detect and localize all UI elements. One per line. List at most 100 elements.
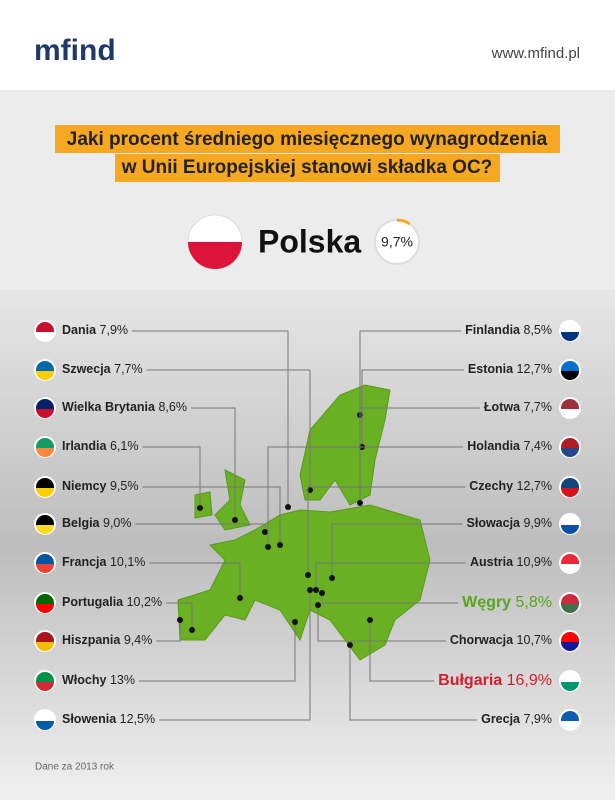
- country-label: Grecja 7,9%: [481, 712, 552, 726]
- title: w Unii Europejskiej stanowi składka OC?: [121, 157, 493, 178]
- leader-line: [267, 446, 464, 547]
- flag: [36, 564, 54, 573]
- country-name: Słowacja: [467, 516, 522, 530]
- country-label: Dania 7,9%: [62, 323, 128, 337]
- country-dot: [232, 517, 238, 523]
- country-label: Irlandia 6,1%: [62, 439, 138, 453]
- country-name: Hiszpania: [62, 633, 121, 647]
- country-name: Włochy: [62, 673, 106, 687]
- country-value: 12,5%: [120, 712, 155, 726]
- country-label: Estonia 12,7%: [468, 362, 552, 376]
- country-label: Portugalia 10,2%: [62, 595, 162, 609]
- leader-line: [321, 593, 459, 604]
- country-value: 9,5%: [110, 479, 139, 493]
- leader-line: [166, 602, 193, 630]
- footnote: Dane za 2013 rok: [35, 762, 115, 773]
- country-name: Wielka Brytania: [62, 400, 156, 414]
- country-label: Wielka Brytania 8,6%: [62, 400, 187, 414]
- title: Jaki procent średniego miesięcznego wyna…: [67, 129, 548, 150]
- country-value: 5,8%: [516, 594, 552, 611]
- country-name: Francja: [62, 555, 108, 569]
- country-label: Bułgaria 16,9%: [438, 672, 552, 689]
- country-label: Francja 10,1%: [62, 555, 145, 569]
- flag: [561, 604, 579, 613]
- flag: [36, 332, 54, 341]
- flag: [561, 409, 579, 418]
- leader-line: [307, 486, 466, 575]
- leader-line: [359, 330, 462, 415]
- country-label: Słowacja 9,9%: [467, 516, 552, 530]
- country-value: 7,9%: [100, 323, 129, 337]
- country-dot: [177, 617, 183, 623]
- leader-line: [149, 562, 241, 598]
- country-dot: [197, 505, 203, 511]
- flag: [36, 721, 54, 730]
- country-dot: [189, 627, 195, 633]
- country-value: 7,7%: [524, 400, 553, 414]
- country-label: Hiszpania 9,4%: [62, 633, 152, 647]
- country-value: 8,5%: [524, 323, 553, 337]
- country-name: Grecja: [481, 712, 521, 726]
- country-name: Niemcy: [62, 479, 107, 493]
- title-bg: [115, 154, 500, 182]
- country-name: Szwecja: [62, 362, 112, 376]
- country-label: Włochy 13%: [62, 673, 135, 687]
- flag: [561, 371, 579, 380]
- country-name: Słowenia: [62, 712, 117, 726]
- country-label: Szwecja 7,7%: [62, 362, 143, 376]
- flag: [561, 488, 579, 497]
- leader-line: [317, 605, 446, 642]
- country-label: Węgry 5,8%: [462, 594, 552, 611]
- flag: [561, 682, 579, 691]
- country-label: Finlandia 8,5%: [465, 323, 552, 337]
- poland-flag: [187, 214, 243, 270]
- flag: [36, 371, 54, 380]
- flag: [561, 448, 579, 457]
- country-dot: [315, 602, 321, 608]
- country-label: Słowenia 12,5%: [62, 712, 155, 726]
- header-bar: [0, 0, 615, 90]
- leader-line: [331, 523, 463, 578]
- leader-line: [156, 620, 181, 642]
- country-name: Węgry: [462, 594, 511, 611]
- country-name: Bułgaria: [438, 672, 502, 689]
- flag: [36, 409, 54, 418]
- country-dot: [305, 572, 311, 578]
- flag: [36, 488, 54, 497]
- country-value: 10,2%: [127, 595, 162, 609]
- country-name: Chorwacja: [450, 633, 514, 647]
- flag: [561, 332, 579, 341]
- country-list: Dania 7,9% Szwecja 7,7% Wielka Brytania 8,…: [34, 320, 581, 731]
- country-dot: [367, 617, 373, 623]
- country-dot: [237, 595, 243, 601]
- country-dot: [285, 504, 291, 510]
- flag: [36, 642, 54, 651]
- leader-line: [132, 330, 289, 507]
- country-name: Portugalia: [62, 595, 124, 609]
- country-value: 9,9%: [524, 516, 553, 530]
- country-dot: [277, 542, 283, 548]
- country-label: Niemcy 9,5%: [62, 479, 138, 493]
- flag: [561, 564, 579, 573]
- country-value: 10,7%: [517, 633, 552, 647]
- country-value: 10,9%: [517, 555, 552, 569]
- country-value: 7,4%: [524, 439, 553, 453]
- country-label: Łotwa 7,7%: [484, 400, 552, 414]
- country-value: 16,9%: [507, 672, 552, 689]
- country-name: Belgia: [62, 516, 101, 530]
- logo: mfind: [34, 34, 116, 67]
- country-dot: [265, 544, 271, 550]
- country-name: Dania: [62, 323, 97, 337]
- flag: [561, 721, 579, 730]
- leader-line: [315, 562, 466, 590]
- country-value: 10,1%: [110, 555, 145, 569]
- country-label: Chorwacja 10,7%: [450, 633, 552, 647]
- url: www.mfind.pl: [491, 45, 580, 62]
- country-name: Czechy: [469, 479, 513, 493]
- country-value: 7,9%: [524, 712, 553, 726]
- leader-line: [359, 407, 480, 503]
- country-value: 12,7%: [517, 362, 552, 376]
- country-dot: [319, 590, 325, 596]
- country-value: 12,7%: [517, 479, 552, 493]
